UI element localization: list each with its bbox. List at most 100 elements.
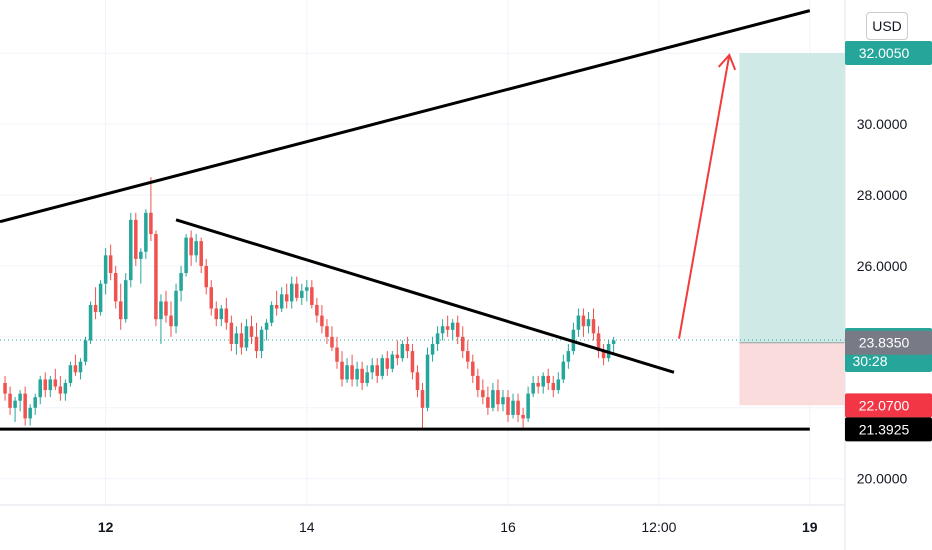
profit-zone — [739, 53, 845, 343]
candle-body — [264, 322, 269, 330]
candle-body — [108, 255, 113, 274]
candle-body — [3, 382, 7, 394]
forecast-arrow — [678, 54, 731, 339]
candle-body — [43, 379, 48, 391]
candle-body — [591, 319, 596, 334]
candle-body — [219, 308, 224, 320]
candle-body — [149, 212, 153, 235]
candle-body — [78, 361, 83, 373]
candle-body — [144, 212, 148, 252]
candle-body — [601, 351, 606, 359]
candle-body — [63, 382, 68, 394]
candle-body — [365, 372, 369, 383]
candlestick-series — [3, 177, 616, 430]
candle-body — [23, 393, 27, 419]
x-tick-label: 12:00 — [641, 519, 676, 535]
candle-body — [330, 336, 334, 348]
candle-body — [315, 304, 319, 316]
candle-body — [415, 372, 420, 391]
candle-body — [28, 407, 32, 419]
candle-body — [118, 301, 123, 320]
candle-body — [53, 379, 58, 387]
candle-body — [214, 308, 219, 320]
candle-body — [249, 326, 254, 337]
candle-body — [13, 400, 17, 408]
candle-body — [360, 368, 364, 383]
candle-body — [289, 283, 294, 302]
candle-body — [445, 326, 450, 330]
candle-body — [325, 326, 329, 337]
candle-body — [33, 397, 37, 408]
price-tag-countdown: 30:28 — [852, 353, 887, 369]
candle-body — [300, 290, 304, 298]
candle-body — [98, 283, 103, 313]
chart-axes: 20.0000 26.0000 28.0000 30.0000 12 14 16 12:00 1… — [0, 0, 908, 550]
x-tick-label: 12 — [98, 519, 114, 535]
loss-zone — [739, 342, 845, 406]
candle-body — [224, 308, 229, 323]
price-tag-label: 21.3925 — [859, 421, 910, 437]
candle-body — [541, 375, 545, 387]
candle-body — [73, 365, 78, 373]
candle-body — [511, 400, 515, 415]
candle-body — [335, 347, 339, 362]
candle-body — [561, 361, 566, 380]
candle-body — [194, 241, 198, 256]
price-tag — [845, 41, 932, 66]
candle-body — [526, 393, 530, 419]
candle-body — [611, 340, 616, 344]
candle-body — [501, 397, 505, 405]
candle-body — [586, 319, 591, 327]
y-tick-label: 30.0000 — [857, 116, 908, 132]
candle-body — [400, 343, 405, 359]
candle-body — [460, 336, 465, 352]
candle-body — [48, 379, 53, 391]
currency-button[interactable]: USD — [866, 12, 908, 40]
candle-body — [310, 287, 314, 305]
candle-body — [476, 375, 480, 391]
candle-body — [38, 379, 42, 398]
candle-body — [244, 326, 249, 348]
y-tick-label: 26.0000 — [857, 258, 908, 274]
candle-body — [184, 237, 188, 274]
price-tag-label: 32.0050 — [859, 45, 910, 61]
candle-body — [179, 273, 183, 291]
forecast-arrow-head — [717, 53, 737, 71]
candle-body — [481, 390, 485, 398]
candle-body — [58, 386, 63, 394]
candle-body — [139, 251, 143, 259]
candle-body — [466, 351, 470, 362]
candle-body — [234, 333, 239, 344]
candle-body — [425, 354, 430, 408]
y-tick-label: 28.0000 — [857, 187, 908, 203]
candle-body — [355, 368, 359, 380]
candle-body — [516, 400, 520, 415]
candle-body — [305, 287, 309, 291]
candle-body — [506, 397, 510, 415]
y-tick-label: 20.0000 — [857, 471, 908, 487]
candle-body — [294, 283, 299, 298]
candle-body — [430, 343, 435, 355]
candle-body — [18, 393, 22, 401]
candle-body — [491, 390, 495, 408]
candle-body — [239, 333, 244, 348]
candle-body — [576, 315, 581, 330]
price-tag — [845, 393, 932, 418]
candle-body — [269, 304, 274, 323]
x-tick-label: 16 — [500, 519, 516, 535]
candle-body — [93, 304, 98, 313]
position-zones — [0, 53, 845, 406]
trendline-drawings — [0, 9, 811, 431]
candle-body — [229, 322, 234, 344]
candle-body — [83, 340, 88, 362]
candle-body — [566, 351, 571, 362]
candle-body — [390, 354, 395, 369]
candle-body — [536, 382, 540, 387]
candle-body — [385, 358, 390, 369]
candle-body — [134, 219, 138, 259]
candle-body — [169, 315, 173, 327]
candle-body — [556, 379, 561, 391]
candle-body — [471, 361, 475, 376]
